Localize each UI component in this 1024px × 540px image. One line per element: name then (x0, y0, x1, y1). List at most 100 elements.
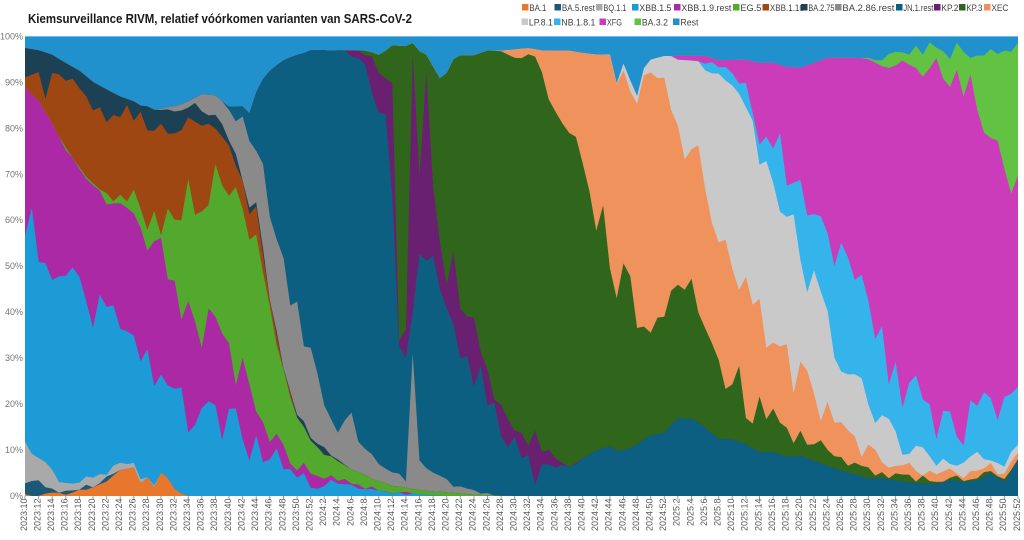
svg-text:Kiemsurveillance RIVM, relatie: Kiemsurveillance RIVM, relatief vóórkome… (28, 11, 412, 26)
svg-text:2025:28: 2025:28 (849, 499, 859, 532)
svg-text:2023:14: 2023:14 (46, 499, 56, 532)
svg-text:2025:50: 2025:50 (998, 498, 1008, 531)
svg-text:2023:32: 2023:32 (168, 499, 178, 532)
svg-text:2025:18: 2025:18 (781, 499, 791, 532)
svg-text:2025:32: 2025:32 (876, 499, 886, 532)
svg-text:BA.1: BA.1 (529, 3, 546, 13)
svg-text:2023:16: 2023:16 (60, 499, 70, 532)
svg-text:10%: 10% (5, 445, 23, 455)
svg-text:2023:34: 2023:34 (182, 499, 192, 532)
svg-text:2025:30: 2025:30 (862, 499, 872, 532)
svg-text:2024:16: 2024:16 (413, 499, 423, 532)
svg-text:2024:40: 2024:40 (577, 499, 587, 532)
svg-text:2024:44: 2024:44 (604, 499, 614, 532)
svg-text:BA.2.86.rest: BA.2.86.rest (842, 3, 895, 13)
svg-text:2023:50: 2023:50 (291, 499, 301, 532)
svg-text:2025:6: 2025:6 (699, 499, 709, 527)
svg-text:2025:2: 2025:2 (672, 499, 682, 527)
svg-text:70%: 70% (5, 169, 23, 179)
svg-text:2025:16: 2025:16 (767, 499, 777, 532)
svg-text:2023:38: 2023:38 (209, 499, 219, 532)
svg-text:2024:12: 2024:12 (386, 499, 396, 532)
svg-text:2023:28: 2023:28 (141, 499, 151, 532)
svg-text:2024:10: 2024:10 (373, 499, 383, 532)
svg-text:2024:2: 2024:2 (318, 499, 328, 527)
svg-text:BA.2.75: BA.2.75 (808, 3, 834, 13)
svg-text:2024:28: 2024:28 (495, 499, 505, 532)
svg-text:2025:8: 2025:8 (713, 499, 723, 527)
svg-text:2024:6: 2024:6 (345, 499, 355, 527)
svg-text:2025:26: 2025:26 (835, 499, 845, 532)
svg-text:2024:4: 2024:4 (332, 499, 342, 527)
svg-text:2024:32: 2024:32 (522, 499, 532, 532)
svg-text:2024:48: 2024:48 (631, 499, 641, 532)
svg-text:NB.1.8.1: NB.1.8.1 (561, 17, 595, 27)
svg-text:2023:44: 2023:44 (250, 499, 260, 532)
svg-text:2024:34: 2024:34 (536, 499, 546, 532)
svg-text:2025:12: 2025:12 (740, 499, 750, 532)
svg-text:2023:52: 2023:52 (305, 499, 315, 532)
svg-text:2024:8: 2024:8 (359, 499, 369, 527)
svg-text:KP.3: KP.3 (966, 3, 982, 13)
svg-text:2024:18: 2024:18 (427, 499, 437, 532)
svg-text:2024:38: 2024:38 (563, 499, 573, 532)
svg-text:2024:14: 2024:14 (400, 499, 410, 532)
svg-text:2023:24: 2023:24 (114, 499, 124, 532)
svg-text:2025:34: 2025:34 (889, 499, 899, 532)
svg-text:2024:36: 2024:36 (549, 499, 559, 532)
svg-text:2023:30: 2023:30 (155, 499, 165, 532)
svg-text:2025:4: 2025:4 (685, 499, 695, 527)
svg-text:2023:12: 2023:12 (32, 499, 42, 532)
svg-text:40%: 40% (5, 307, 23, 317)
svg-text:60%: 60% (5, 215, 23, 225)
svg-text:2025:38: 2025:38 (917, 499, 927, 532)
svg-text:XBB.1.16: XBB.1.16 (770, 3, 804, 13)
svg-text:2024:52: 2024:52 (658, 499, 668, 532)
svg-text:2024:26: 2024:26 (481, 499, 491, 532)
svg-text:90%: 90% (5, 77, 23, 87)
svg-text:20%: 20% (5, 399, 23, 409)
svg-text:2025:14: 2025:14 (753, 499, 763, 532)
svg-text:JN.1.rest: JN.1.rest (903, 3, 933, 13)
svg-text:2024:30: 2024:30 (509, 499, 519, 532)
svg-text:30%: 30% (5, 353, 23, 363)
svg-text:2024:50: 2024:50 (645, 499, 655, 532)
svg-text:2023:46: 2023:46 (264, 499, 274, 532)
svg-text:KP.2: KP.2 (941, 3, 958, 13)
svg-text:LP.8.1: LP.8.1 (529, 17, 553, 27)
svg-text:2025:46: 2025:46 (971, 499, 981, 532)
svg-text:0%: 0% (10, 491, 23, 501)
svg-text:Rest: Rest (680, 17, 698, 27)
svg-text:XFG: XFG (607, 17, 622, 27)
svg-text:2023:40: 2023:40 (223, 499, 233, 532)
svg-text:XBB.1.9.rest: XBB.1.9.rest (681, 3, 731, 13)
svg-text:2023:36: 2023:36 (196, 499, 206, 532)
svg-text:2025:52: 2025:52 (1012, 499, 1022, 532)
svg-text:XBB.1.5: XBB.1.5 (639, 3, 671, 13)
svg-text:2025:24: 2025:24 (821, 499, 831, 532)
svg-text:2023:48: 2023:48 (277, 499, 287, 532)
svg-text:80%: 80% (5, 123, 23, 133)
svg-text:2025:10: 2025:10 (726, 499, 736, 532)
svg-text:2023:18: 2023:18 (73, 499, 83, 532)
svg-text:2023:10: 2023:10 (19, 499, 29, 532)
svg-text:2025:40: 2025:40 (930, 499, 940, 532)
svg-text:2024:42: 2024:42 (590, 499, 600, 532)
svg-text:2023:20: 2023:20 (87, 499, 97, 532)
svg-text:50%: 50% (5, 261, 23, 271)
svg-text:2024:20: 2024:20 (441, 499, 451, 532)
svg-text:2025:44: 2025:44 (957, 499, 967, 532)
svg-text:BA.5.rest: BA.5.rest (562, 3, 595, 13)
svg-text:2024:24: 2024:24 (468, 499, 478, 532)
svg-text:100%: 100% (0, 31, 23, 41)
svg-text:2024:46: 2024:46 (617, 499, 627, 532)
svg-text:EG.5: EG.5 (740, 3, 761, 13)
svg-text:2023:26: 2023:26 (128, 499, 138, 532)
svg-text:2025:36: 2025:36 (903, 499, 913, 532)
svg-text:2025:42: 2025:42 (944, 499, 954, 532)
svg-text:BQ.1.1: BQ.1.1 (603, 3, 626, 13)
svg-text:2025:20: 2025:20 (794, 499, 804, 532)
svg-text:2023:22: 2023:22 (100, 499, 110, 532)
svg-text:2023:42: 2023:42 (236, 499, 246, 532)
svg-text:2025:22: 2025:22 (808, 499, 818, 532)
